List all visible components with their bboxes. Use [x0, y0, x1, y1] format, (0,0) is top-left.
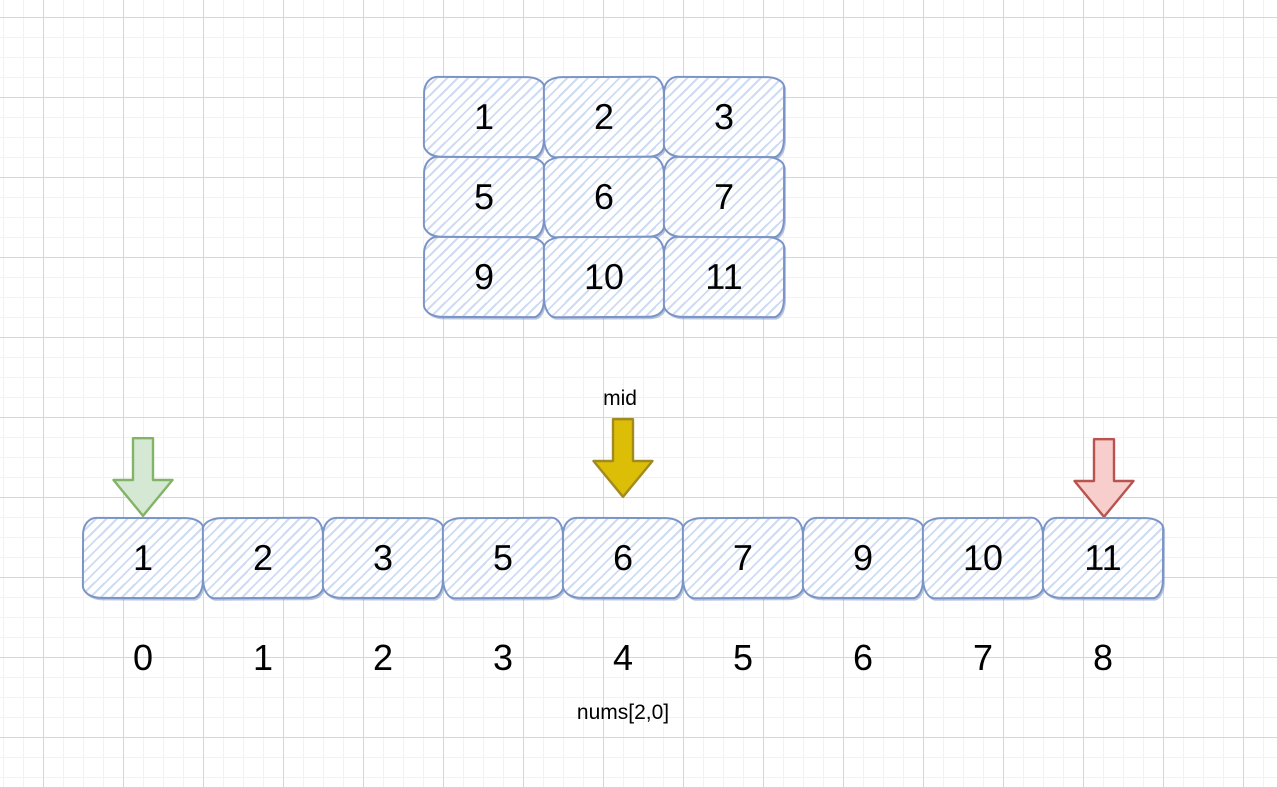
- array-cell-4[interactable]: 6: [561, 516, 685, 600]
- matrix-cell-1-2[interactable]: 7: [662, 155, 786, 239]
- matrix-cell-1-0[interactable]: 5: [422, 155, 546, 239]
- low-pointer-arrow-icon[interactable]: [112, 437, 174, 517]
- mid-label[interactable]: mid: [603, 387, 637, 410]
- array-cell-0[interactable]: 1: [81, 516, 205, 600]
- index-label-0[interactable]: 0: [132, 637, 154, 678]
- nums-label[interactable]: nums[2,0]: [576, 701, 670, 724]
- high-pointer-arrow-icon[interactable]: [1073, 438, 1135, 518]
- index-label-1[interactable]: 1: [252, 637, 274, 678]
- high-arrow-shape: [1073, 438, 1135, 518]
- matrix-cell-0-0[interactable]: 1: [422, 75, 546, 159]
- array-cell-2[interactable]: 3: [321, 516, 445, 600]
- array-cell-3[interactable]: 5: [441, 516, 565, 600]
- array-cell-8[interactable]: 11: [1041, 516, 1165, 600]
- matrix-row-2: 9 10 11: [422, 235, 786, 319]
- matrix-cell-2-2[interactable]: 11: [662, 235, 786, 319]
- matrix-cell-2-1[interactable]: 10: [542, 235, 666, 319]
- index-label-5[interactable]: 5: [732, 637, 754, 678]
- matrix-cell-1-1[interactable]: 6: [542, 155, 666, 239]
- low-arrow-shape: [112, 437, 174, 517]
- array-cell-1[interactable]: 2: [201, 516, 325, 600]
- index-label-7[interactable]: 7: [972, 637, 994, 678]
- array-cell-7[interactable]: 10: [921, 516, 1045, 600]
- index-row: 0 1 2 3 4 5 6 7 8: [82, 640, 1164, 676]
- array-cell-5[interactable]: 7: [681, 516, 805, 600]
- matrix-cell-2-0[interactable]: 9: [422, 235, 546, 319]
- matrix-grid: 1 2 3 5 6 7 9 10 11: [422, 75, 786, 319]
- flattened-array: 1 2 3 5 6 7 9 10 11: [81, 516, 1165, 600]
- mid-arrow-shape: [592, 418, 654, 498]
- mid-pointer-arrow-icon[interactable]: [592, 418, 654, 498]
- index-label-4[interactable]: 4: [612, 637, 634, 678]
- matrix-row-1: 5 6 7: [422, 155, 786, 239]
- matrix-cell-0-1[interactable]: 2: [542, 75, 666, 159]
- array-cell-6[interactable]: 9: [801, 516, 925, 600]
- matrix-cell-0-2[interactable]: 3: [662, 75, 786, 159]
- index-label-8[interactable]: 8: [1092, 637, 1114, 678]
- index-label-6[interactable]: 6: [852, 637, 874, 678]
- index-label-3[interactable]: 3: [492, 637, 514, 678]
- matrix-row-0: 1 2 3: [422, 75, 786, 159]
- index-label-2[interactable]: 2: [372, 637, 394, 678]
